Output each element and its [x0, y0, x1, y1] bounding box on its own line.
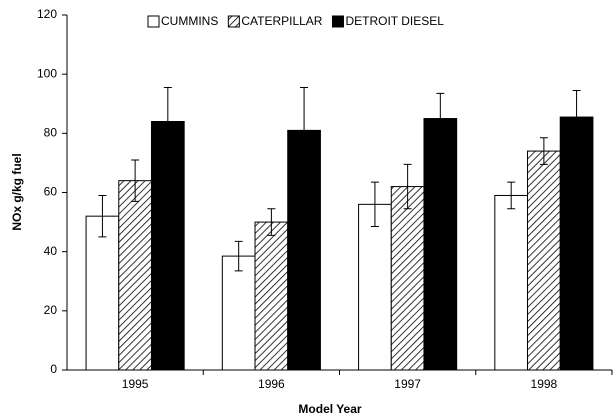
bar: [527, 150, 561, 371]
bar: [221, 255, 256, 371]
error-bar: [436, 92, 445, 145]
legend-swatch: [227, 15, 240, 28]
error-bar: [539, 137, 548, 165]
y-tick-label: 100: [37, 66, 57, 80]
error-bar: [267, 208, 276, 236]
bar: [118, 180, 152, 371]
bar: [559, 116, 594, 371]
y-tick-label: 40: [44, 244, 58, 258]
y-tick-label: 0: [50, 362, 57, 376]
x-tick-label: 1998: [531, 377, 558, 391]
bar: [390, 186, 425, 371]
bar: [423, 118, 458, 371]
x-tick-label: 1996: [258, 377, 285, 391]
y-tick-label: 20: [44, 303, 58, 317]
legend-label: DETROIT DIESEL: [345, 14, 444, 28]
y-tick-label: 80: [44, 126, 58, 140]
error-bar: [98, 194, 107, 238]
legend-swatch: [147, 15, 160, 28]
legend-swatch: [331, 15, 344, 28]
bar: [85, 215, 120, 371]
legend-label: CATERPILLAR: [241, 14, 322, 28]
legend-label: CUMMINS: [161, 14, 218, 28]
y-tick-label: 120: [37, 7, 57, 21]
error-bar: [131, 159, 140, 202]
y-axis-title: NOx g/kg fuel: [10, 153, 24, 230]
bar: [358, 203, 392, 371]
bar: [150, 121, 185, 371]
x-tick-label: 1995: [122, 377, 149, 391]
error-bar: [163, 86, 172, 157]
error-bar: [300, 86, 309, 174]
error-bar: [370, 181, 379, 228]
bar: [254, 221, 289, 371]
x-tick-label: 1997: [394, 377, 421, 391]
error-bar: [572, 89, 581, 145]
error-bar: [234, 240, 243, 272]
error-bar: [507, 181, 516, 210]
y-tick-label: 60: [44, 185, 58, 199]
bar: [494, 194, 529, 371]
x-axis-title: Model Year: [298, 402, 361, 416]
error-bar: [403, 163, 412, 210]
